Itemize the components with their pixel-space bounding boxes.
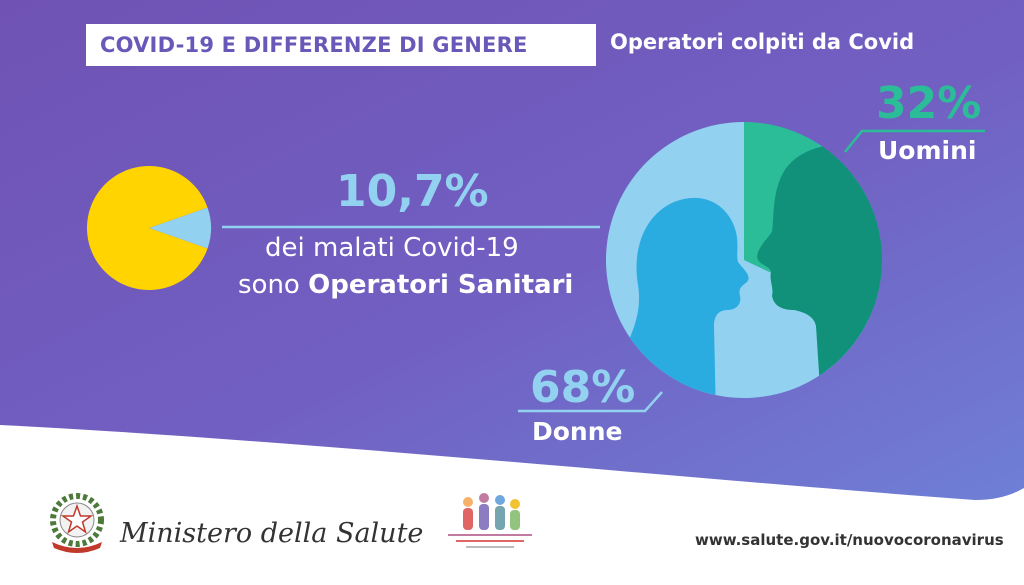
page-title: COVID-19 E DIFFERENZE DI GENERE bbox=[100, 33, 528, 57]
italian-republic-emblem-icon bbox=[50, 493, 104, 553]
pie-slice-others bbox=[87, 166, 208, 290]
footer-url-link[interactable]: www.salute.gov.it/nuovocoronavirus bbox=[695, 531, 1004, 549]
title-box: COVID-19 E DIFFERENZE DI GENERE bbox=[86, 24, 596, 66]
women-label: Donne bbox=[532, 417, 623, 446]
ministry-name: Ministero della Salute bbox=[120, 518, 424, 549]
health-workers-percentage: 10,7% bbox=[336, 166, 489, 217]
pie-slice-health-workers bbox=[149, 207, 211, 249]
woman-silhouette-icon bbox=[624, 197, 749, 398]
stat-line2-bold: Operatori Sanitari bbox=[308, 270, 574, 300]
stat-description-line1: dei malati Covid-19 bbox=[265, 233, 519, 263]
men-label: Uomini bbox=[878, 136, 977, 165]
stat-line2-prefix: sono bbox=[238, 270, 309, 300]
women-percentage: 68% bbox=[530, 362, 636, 413]
womens-health-day-logo-icon bbox=[448, 493, 532, 548]
page-subtitle: Operatori colpiti da Covid bbox=[610, 30, 915, 54]
gender-pie-chart bbox=[606, 122, 882, 398]
stat-description-line2: sono Operatori Sanitari bbox=[238, 270, 573, 300]
men-percentage: 32% bbox=[876, 78, 982, 129]
health-workers-pie-chart bbox=[87, 166, 211, 290]
